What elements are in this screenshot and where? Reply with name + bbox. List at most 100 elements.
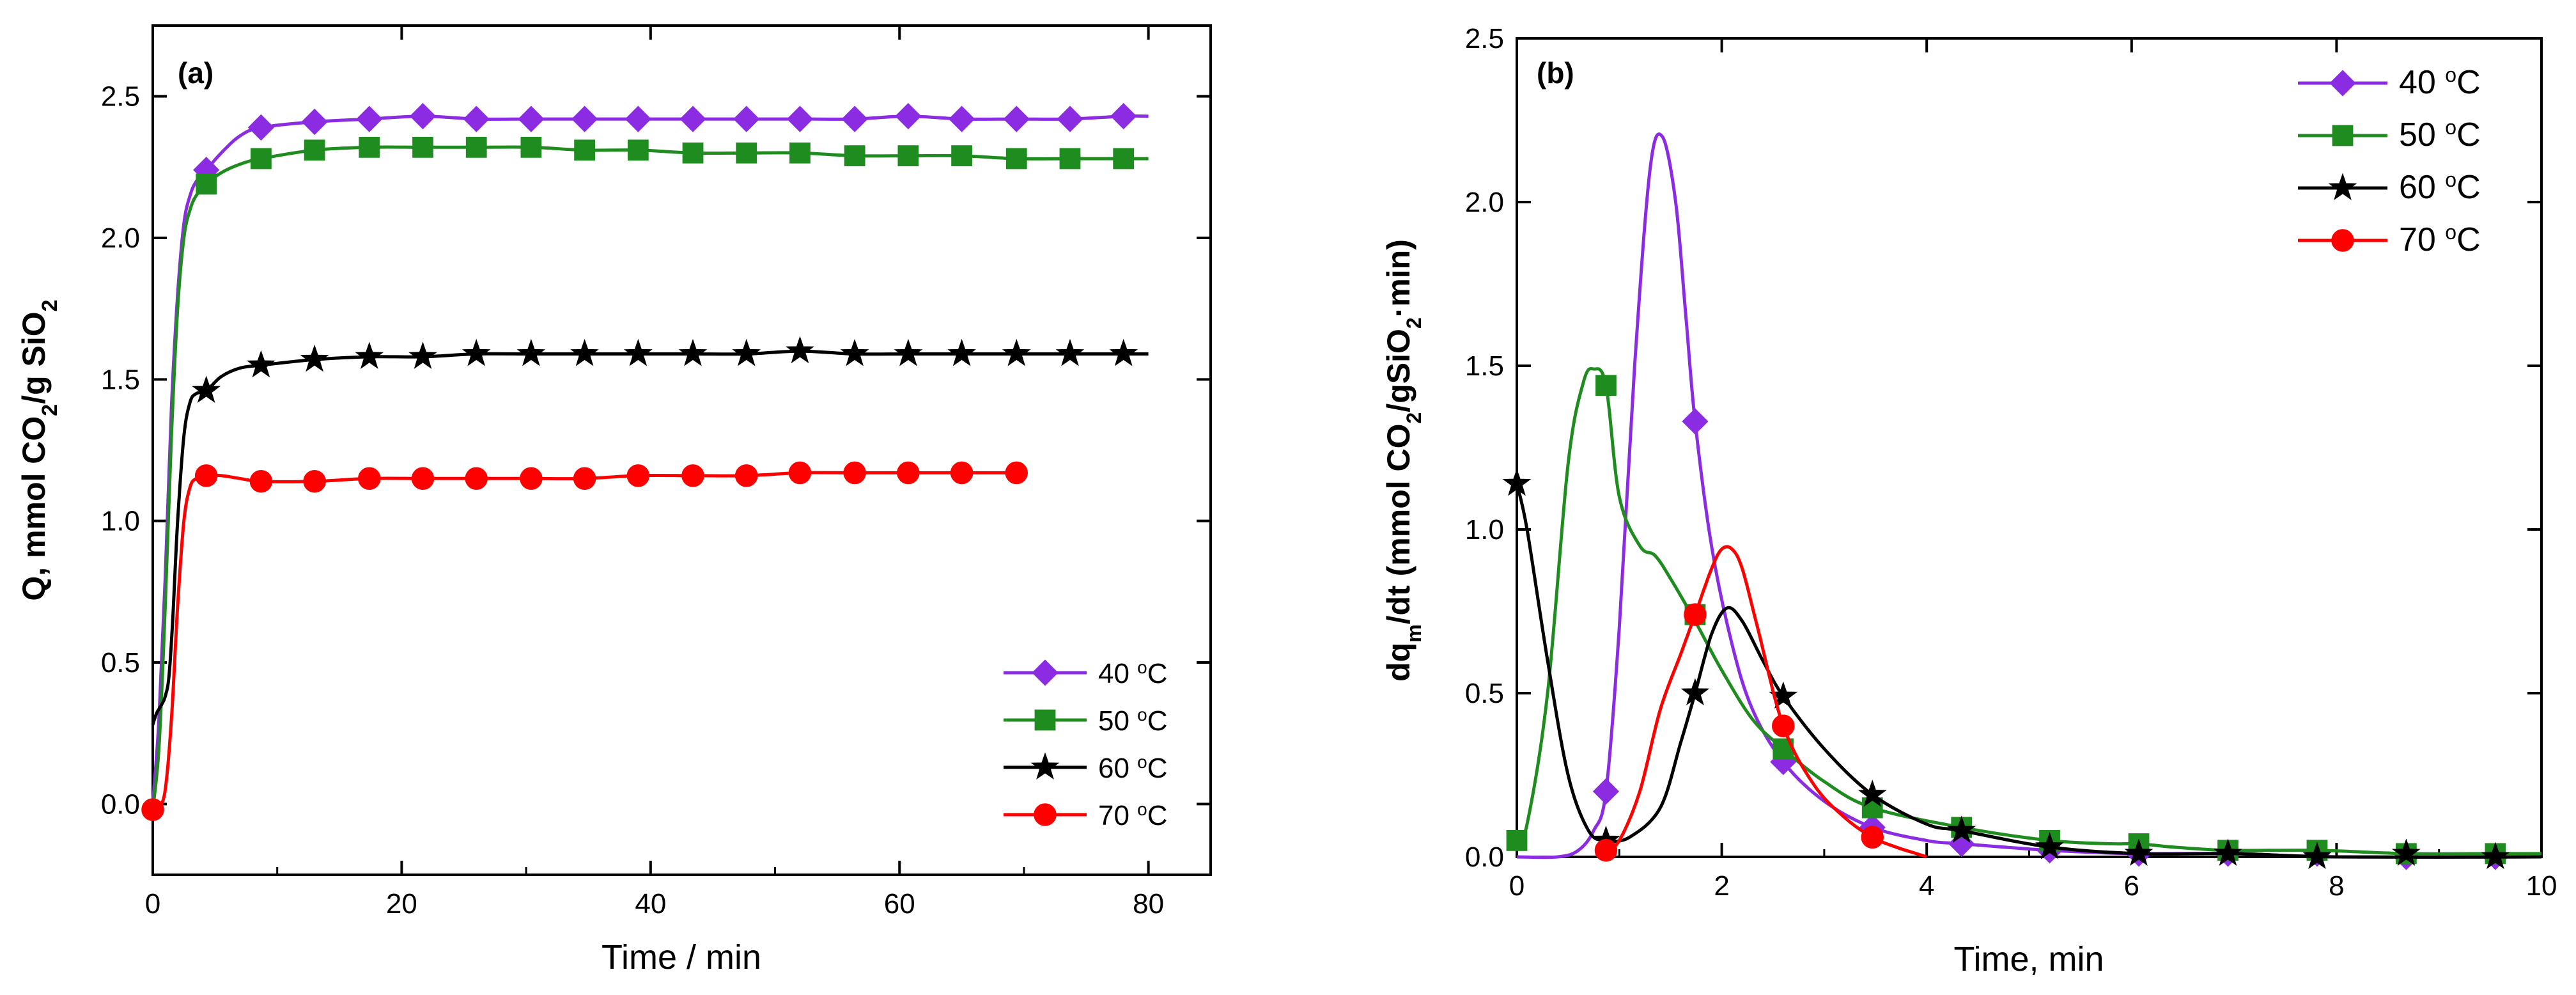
data-point-b-1 [1595, 375, 1617, 396]
data-point-a-2 [247, 350, 275, 378]
legend-label-a-1: 50 oC [1098, 705, 1168, 737]
x-tick-label-a: 60 [884, 888, 915, 920]
y-tick-label-b: 2.5 [1465, 23, 1504, 54]
legend-marker-b-3 [2331, 229, 2354, 252]
data-point-a-2 [678, 338, 708, 366]
data-point-a-3 [194, 464, 218, 487]
data-point-a-2 [840, 338, 869, 366]
series-b-1 [1506, 367, 2541, 865]
data-point-a-2 [1002, 338, 1031, 366]
data-point-a-3 [1005, 461, 1028, 485]
data-point-b-2 [2481, 842, 2510, 870]
data-point-a-1 [682, 142, 704, 164]
legend-label-a-0: 40 oC [1098, 657, 1168, 690]
legend-unit-b-2: C [2456, 169, 2481, 206]
y-axis-title-b-part4: ·min) [1381, 239, 1416, 317]
data-point-a-0 [895, 103, 922, 130]
y-axis-title-a-part1: Q, mmol CO [16, 416, 52, 601]
legend-degree-b-2: o [2445, 168, 2456, 191]
legend-value-b-1: 50 [2399, 116, 2445, 153]
series-line-a-3 [151, 471, 1017, 811]
series-b-2 [1502, 468, 2542, 870]
tick-labels-b: 0 2 4 6 8 10 0.0 0.5 1.0 1.5 2.0 2.5 [1465, 23, 2557, 902]
data-point-a-3 [626, 464, 650, 487]
legend-degree-a-0: o [1137, 657, 1147, 677]
data-point-a-0 [625, 106, 651, 132]
y-axis-title-a-part2: /g SiO [16, 311, 52, 403]
data-point-b-1 [1506, 830, 1528, 851]
data-point-b-2 [1947, 815, 1976, 843]
legend-marker-a-2 [1030, 752, 1060, 780]
y-axis-title-b-sub2: 2 [1402, 412, 1425, 424]
legend-value-a-0: 40 [1098, 658, 1137, 689]
series-line-b-0 [1516, 132, 2542, 859]
legend-degree-a-2: o [1137, 752, 1147, 772]
x-tick-label-a: 20 [386, 888, 417, 920]
data-point-a-3 [681, 464, 704, 487]
legend-unit-b-0: C [2456, 64, 2481, 101]
data-point-a-2 [408, 341, 437, 369]
x-tick-label-b: 4 [1919, 870, 1934, 902]
data-point-a-1 [1005, 148, 1027, 169]
data-point-a-3 [897, 461, 920, 485]
data-point-a-0 [841, 106, 868, 132]
data-point-a-0 [948, 106, 975, 132]
legend-marker-a-0 [1032, 659, 1059, 686]
data-point-a-1 [520, 136, 542, 158]
legend-unit-a-0: C [1147, 658, 1168, 689]
chart-panel-a: 0 20 40 60 80 0.0 0.5 1.0 1.5 2.0 2.5 (a) Time / m… [16, 24, 1212, 976]
data-point-b-3 [1594, 839, 1618, 862]
y-axis-title-b: dqm/dt (mmol CO2/gSiO2·min) [1381, 239, 1425, 682]
y-tick-label-a: 1.0 [101, 506, 140, 537]
legend-unit-b-3: C [2456, 221, 2481, 258]
y-tick-label-a: 2.0 [101, 223, 140, 254]
legend-value-b-2: 60 [2399, 169, 2445, 206]
data-point-a-3 [303, 469, 326, 493]
data-point-a-3 [411, 467, 435, 490]
legend-label-b-0: 40 oC [2399, 63, 2481, 101]
legend-unit-a-2: C [1147, 753, 1168, 784]
series-a-1 [151, 136, 1149, 810]
series-line-a-0 [151, 114, 1149, 804]
data-point-b-0 [1682, 408, 1709, 435]
x-tick-label-a: 40 [635, 888, 666, 920]
chart-panel-b: 0 2 4 6 8 100.00.51.01.52.02.5 (b) Time, min … [1381, 23, 2557, 978]
data-point-b-2 [2302, 842, 2332, 870]
y-tick-label-a: 1.5 [101, 364, 140, 395]
data-point-a-2 [732, 338, 761, 366]
data-point-a-0 [463, 106, 490, 132]
legend-label-b-3: 70 oC [2399, 221, 2481, 258]
x-tick-label-b: 2 [1714, 870, 1729, 902]
legend-label-b-1: 50 oC [2399, 116, 2481, 153]
data-point-b-2 [1858, 780, 1887, 807]
data-point-a-3 [249, 469, 273, 493]
series-line-a-1 [151, 145, 1149, 810]
legend-value-a-2: 60 [1098, 753, 1137, 784]
data-point-a-3 [950, 461, 974, 485]
panel-label-b: (b) [1537, 56, 1574, 90]
data-point-a-0 [247, 114, 275, 141]
legend-item-a-0: 40 oC [1004, 657, 1168, 690]
series-group-a [141, 103, 1149, 821]
y-tick-label-a: 0.5 [101, 647, 140, 678]
x-tick-label-b: 0 [1509, 870, 1525, 902]
y-axis-title-a-sub1: 2 [38, 404, 62, 416]
series-group-b [1502, 132, 2542, 870]
data-point-a-0 [679, 106, 706, 132]
data-point-a-1 [304, 139, 325, 161]
data-point-a-1 [789, 142, 811, 164]
y-axis-title-b-part1: dq [1381, 643, 1416, 682]
data-point-a-1 [1059, 148, 1081, 169]
legend-unit-b-1: C [2456, 116, 2481, 153]
data-point-a-3 [573, 467, 596, 490]
data-point-a-0 [733, 106, 760, 132]
x-axis-title-b: Time, min [1953, 940, 2104, 978]
data-point-a-0 [409, 103, 437, 130]
data-point-a-2 [192, 375, 221, 403]
legend-label-a-3: 70 oC [1098, 799, 1168, 832]
data-point-a-1 [844, 145, 865, 167]
data-point-b-2 [2035, 832, 2064, 859]
data-point-b-2 [1680, 678, 1710, 706]
data-point-a-1 [465, 136, 487, 158]
data-point-a-2 [894, 338, 923, 366]
